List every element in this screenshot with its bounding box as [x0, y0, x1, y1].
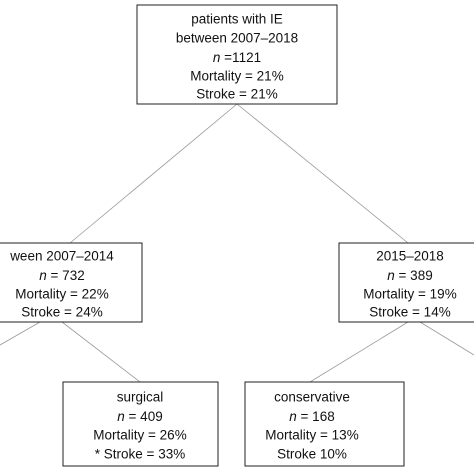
- node-line: Stroke 10%: [277, 447, 347, 462]
- node-box: [338, 242, 474, 323]
- node-line: n = 732: [39, 268, 84, 283]
- edge: [309, 321, 409, 383]
- edge: [236, 103, 409, 244]
- value: = 168: [297, 409, 335, 424]
- value: = 389: [395, 268, 433, 283]
- node-line: ween 2007–2014: [9, 249, 114, 264]
- variable: n: [213, 50, 221, 65]
- node-line: Mortality = 21%: [190, 69, 283, 84]
- node-line: n = 409: [117, 409, 162, 424]
- edge: [0, 321, 41, 346]
- node-line: 2015–2018: [376, 249, 444, 264]
- node-box: [136, 4, 338, 105]
- node-line: Stroke = 14%: [369, 305, 450, 320]
- variable: n: [117, 409, 125, 424]
- node-line: Stroke = 24%: [21, 305, 102, 320]
- value: = 409: [125, 409, 163, 424]
- node-line: between 2007–2018: [176, 31, 298, 46]
- node-line: n =1121: [213, 50, 261, 65]
- node-line: n = 168: [289, 409, 334, 424]
- node-line: Mortality = 26%: [93, 428, 186, 443]
- variable: n: [387, 268, 395, 283]
- variable: n: [289, 409, 297, 424]
- node-line: Mortality = 13%: [265, 428, 358, 443]
- node-line: n = 389: [387, 268, 432, 283]
- node-line: * Stroke = 33%: [95, 447, 185, 462]
- variable: n: [39, 268, 47, 283]
- node-box: [244, 381, 405, 467]
- value: =1121: [220, 50, 261, 65]
- node-box: [62, 381, 219, 467]
- node-box: [0, 242, 143, 323]
- edge: [69, 103, 238, 244]
- node-line: Mortality = 19%: [363, 287, 456, 302]
- node-line: Mortality = 22%: [15, 287, 108, 302]
- value: = 732: [47, 268, 85, 283]
- edge: [61, 321, 141, 383]
- node-line: surgical: [117, 390, 164, 405]
- node-line: patients with IE: [191, 12, 283, 27]
- node-line: Stroke = 21%: [196, 87, 277, 102]
- node-line: conservative: [274, 390, 350, 405]
- edge: [419, 321, 474, 356]
